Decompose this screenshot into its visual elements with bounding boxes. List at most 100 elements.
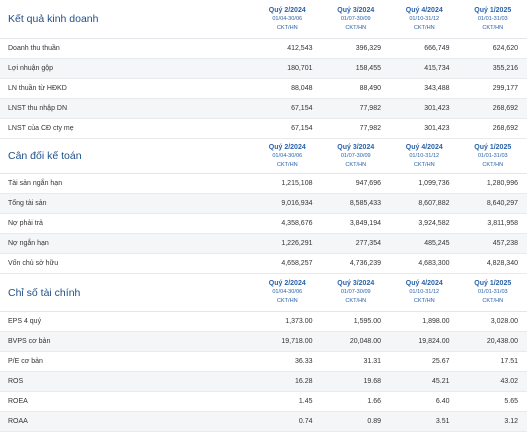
section-header: Cân đối kế toán Quý 2/2024 01/04-30/06 C… [0, 139, 527, 174]
quarter-source: CKT/HN [390, 24, 459, 33]
quarter-source: CKT/HN [322, 161, 391, 170]
quarter-source: CKT/HN [459, 161, 527, 170]
row-value: 1,280,996 [459, 180, 527, 187]
row-value: 3,924,582 [390, 220, 459, 227]
row-value: 1.45 [253, 398, 322, 405]
row-value: 19.68 [322, 378, 391, 385]
quarter-range: 01/04-30/06 [253, 152, 322, 161]
row-value: 301,423 [390, 105, 459, 112]
row-value: 1,215,108 [253, 180, 322, 187]
row-value: 0.74 [253, 418, 322, 425]
quarter-source: CKT/HN [253, 24, 322, 33]
row-value: 4,658,257 [253, 260, 322, 267]
row-label: Lợi nhuận gộp [0, 65, 253, 72]
row-value: 0.89 [322, 418, 391, 425]
row-value: 412,543 [253, 45, 322, 52]
row-value: 88,490 [322, 85, 391, 92]
row-value: 343,488 [390, 85, 459, 92]
table-row: BVPS cơ bản 19,718.00 20,048.00 19,824.0… [0, 332, 527, 352]
row-value: 1,226,291 [253, 240, 322, 247]
row-value: 301,423 [390, 125, 459, 132]
table-row: Tổng tài sản 9,016,934 8,585,433 8,607,8… [0, 194, 527, 214]
row-value: 947,696 [322, 180, 391, 187]
row-value: 1,373.00 [253, 318, 322, 325]
row-value: 485,245 [390, 240, 459, 247]
quarter-header: Quý 4/2024 01/10-31/12 CKT/HN [390, 6, 459, 33]
quarter-header: Quý 2/2024 01/04-30/06 CKT/HN [253, 6, 322, 33]
quarter-range: 01/07-30/09 [322, 152, 391, 161]
row-value: 20,048.00 [322, 338, 391, 345]
table-row: Lợi nhuận gộp 180,701 158,455 415,734 35… [0, 59, 527, 79]
quarter-header: Quý 1/2025 01/01-31/03 CKT/HN [459, 279, 527, 306]
quarter-source: CKT/HN [459, 24, 527, 33]
table-row: LNST thu nhập DN 67,154 77,982 301,423 2… [0, 99, 527, 119]
section-header: Chỉ số tài chính Quý 2/2024 01/04-30/06 … [0, 274, 527, 312]
row-label: Doanh thu thuần [0, 45, 253, 52]
quarter-name: Quý 1/2025 [459, 279, 527, 288]
section-title: Chỉ số tài chính [0, 287, 253, 299]
row-value: 19,824.00 [390, 338, 459, 345]
row-label: LNST thu nhập DN [0, 105, 253, 112]
quarter-range: 01/04-30/06 [253, 15, 322, 24]
quarter-header: Quý 4/2024 01/10-31/12 CKT/HN [390, 143, 459, 170]
quarter-name: Quý 1/2025 [459, 143, 527, 152]
section-rows: EPS 4 quý 1,373.00 1,595.00 1,898.00 3,0… [0, 312, 527, 432]
row-value: 88,048 [253, 85, 322, 92]
row-label: ROS [0, 378, 253, 385]
row-value: 1.66 [322, 398, 391, 405]
quarter-name: Quý 2/2024 [253, 6, 322, 15]
section-header: Kết quả kinh doanh Quý 2/2024 01/04-30/0… [0, 0, 527, 39]
quarter-header: Quý 3/2024 01/07-30/09 CKT/HN [322, 143, 391, 170]
row-value: 355,216 [459, 65, 527, 72]
row-value: 158,455 [322, 65, 391, 72]
quarter-range: 01/07-30/09 [322, 15, 391, 24]
row-value: 3.51 [390, 418, 459, 425]
quarter-range: 01/01-31/03 [459, 152, 527, 161]
row-value: 3.12 [459, 418, 527, 425]
row-value: 4,683,300 [390, 260, 459, 267]
row-label: Nợ ngắn hạn [0, 240, 253, 247]
row-value: 5.65 [459, 398, 527, 405]
row-value: 8,585,433 [322, 200, 391, 207]
quarter-range: 01/10-31/12 [390, 15, 459, 24]
section-balance-sheet: Cân đối kế toán Quý 2/2024 01/04-30/06 C… [0, 139, 527, 274]
row-value: 67,154 [253, 105, 322, 112]
section-business-results: Kết quả kinh doanh Quý 2/2024 01/04-30/0… [0, 0, 527, 139]
quarter-range: 01/10-31/12 [390, 152, 459, 161]
row-value: 277,354 [322, 240, 391, 247]
section-title: Kết quả kinh doanh [0, 13, 253, 25]
row-value: 4,358,676 [253, 220, 322, 227]
quarter-name: Quý 2/2024 [253, 143, 322, 152]
row-value: 3,849,194 [322, 220, 391, 227]
table-row: Tài sản ngắn hạn 1,215,108 947,696 1,099… [0, 174, 527, 194]
quarter-source: CKT/HN [253, 161, 322, 170]
row-value: 396,329 [322, 45, 391, 52]
quarter-name: Quý 4/2024 [390, 143, 459, 152]
row-value: 1,595.00 [322, 318, 391, 325]
row-label: LN thuần từ HĐKD [0, 85, 253, 92]
row-label: BVPS cơ bản [0, 338, 253, 345]
table-row: LNST của CĐ cty mẹ 67,154 77,982 301,423… [0, 119, 527, 139]
row-value: 9,016,934 [253, 200, 322, 207]
row-value: 45.21 [390, 378, 459, 385]
table-row: Nợ ngắn hạn 1,226,291 277,354 485,245 45… [0, 234, 527, 254]
quarter-range: 01/01-31/03 [459, 15, 527, 24]
row-value: 77,982 [322, 125, 391, 132]
quarter-range: 01/07-30/09 [322, 288, 391, 297]
row-value: 31.31 [322, 358, 391, 365]
quarter-header: Quý 2/2024 01/04-30/06 CKT/HN [253, 143, 322, 170]
row-value: 36.33 [253, 358, 322, 365]
row-value: 19,718.00 [253, 338, 322, 345]
row-label: ROAA [0, 418, 253, 425]
row-value: 299,177 [459, 85, 527, 92]
row-value: 43.02 [459, 378, 527, 385]
quarter-header: Quý 4/2024 01/10-31/12 CKT/HN [390, 279, 459, 306]
table-row: LN thuần từ HĐKD 88,048 88,490 343,488 2… [0, 79, 527, 99]
row-label: Tài sản ngắn hạn [0, 180, 253, 187]
quarter-name: Quý 3/2024 [322, 279, 391, 288]
row-value: 180,701 [253, 65, 322, 72]
row-value: 67,154 [253, 125, 322, 132]
quarter-source: CKT/HN [390, 297, 459, 306]
quarter-name: Quý 4/2024 [390, 279, 459, 288]
row-value: 8,607,882 [390, 200, 459, 207]
